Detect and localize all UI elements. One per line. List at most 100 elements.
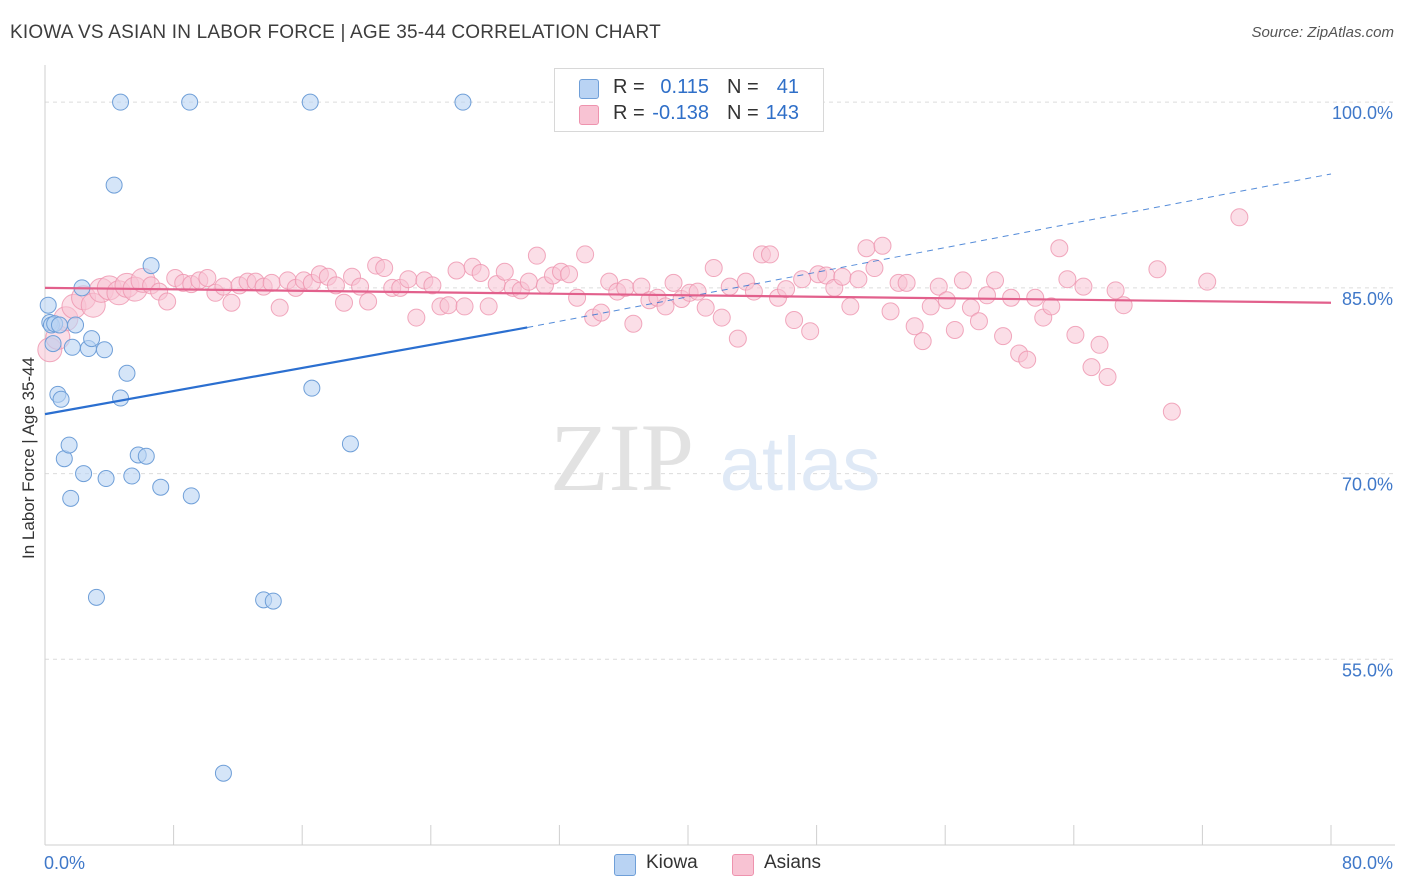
asians-point [407, 308, 426, 327]
x-tick-label: 80.0% [1342, 853, 1393, 873]
asians-point [1198, 272, 1217, 291]
asians-point [262, 273, 281, 292]
kiowa-point [142, 257, 160, 275]
asians-point [777, 280, 796, 299]
kiowa-point [214, 764, 232, 782]
asians-point [656, 297, 675, 316]
n-label: N = [727, 76, 759, 98]
x-tick-label: 0.0% [44, 853, 85, 873]
n-label: N = [727, 102, 759, 124]
n-value: 41 [776, 76, 799, 98]
kiowa-point [137, 447, 155, 465]
asians-point [455, 297, 474, 316]
kiowa-point [454, 93, 472, 111]
kiowa-point [303, 379, 321, 397]
tick-labels: 100.0% 85.0% 70.0% 55.0% 0.0% 80.0% [44, 103, 1393, 873]
asians-point [1230, 208, 1249, 227]
asians-point [937, 291, 956, 310]
asians-point [945, 320, 964, 339]
asians-point [447, 261, 466, 280]
asians-point [720, 277, 739, 296]
asians-point [712, 308, 731, 327]
kiowa-point [60, 436, 78, 454]
kiowa-point [112, 93, 130, 111]
asians-point [560, 265, 579, 284]
kiowa-point [50, 316, 68, 334]
kiowa-point [62, 489, 80, 507]
legend-label-asians: Asians [764, 852, 822, 873]
asians-point [793, 270, 812, 289]
asians-point [857, 239, 876, 258]
asians-point [929, 277, 948, 296]
asians-point [624, 314, 643, 333]
r-label: R = [613, 76, 645, 98]
series-asians-points [37, 208, 1249, 421]
legend-label-kiowa: Kiowa [646, 852, 698, 873]
y-axis-label: In Labor Force | Age 35-44 [19, 357, 38, 559]
kiowa-point [39, 296, 57, 314]
asians-point [1098, 368, 1117, 386]
asians-point [270, 298, 289, 317]
kiowa-point [112, 389, 130, 407]
asians-point [728, 329, 747, 348]
y-tick-label: 70.0% [1342, 475, 1393, 495]
asians-point [158, 292, 177, 311]
legend-row-asians: R = -0.138 N = 143 [555, 100, 823, 128]
asians-point [873, 236, 892, 255]
kiowa-point [123, 467, 141, 485]
kiowa-trend-extension [527, 173, 1332, 328]
trend-lines [44, 173, 1332, 416]
asians-point [222, 293, 241, 312]
kiowa-point [52, 390, 70, 408]
asians-point [592, 303, 611, 322]
asians-point [897, 273, 916, 292]
asians-point [334, 293, 353, 312]
asians-point [1148, 260, 1167, 279]
asians-point [1074, 277, 1093, 296]
kiowa-point [44, 335, 62, 353]
source-label: Source: ZipAtlas.com [1251, 24, 1394, 41]
series-legend: Kiowa Asians [0, 852, 1406, 878]
asians-point [1058, 270, 1077, 289]
kiowa-point [95, 341, 113, 359]
asians-point [865, 259, 884, 278]
kiowa-point [182, 487, 200, 505]
chart-title: KIOWA VS ASIAN IN LABOR FORCE | AGE 35-4… [10, 22, 661, 43]
kiowa-point [181, 93, 199, 111]
asians-point [495, 262, 514, 281]
watermark: ZIP atlas [550, 404, 880, 511]
asians-point [704, 259, 723, 278]
kiowa-point [341, 435, 359, 453]
y-tick-label: 85.0% [1342, 289, 1393, 309]
asians-point [439, 296, 458, 315]
asians-point [1106, 281, 1125, 300]
grid-lines [45, 101, 1395, 660]
asians-point [760, 245, 779, 264]
asians-point [913, 332, 932, 351]
asians-point [986, 271, 1005, 290]
asians-point [664, 273, 683, 292]
asians-point [471, 264, 490, 282]
kiowa-trend-line [44, 326, 528, 416]
asians-point [359, 292, 378, 311]
watermark-atlas: atlas [720, 422, 881, 507]
asians-point [953, 271, 972, 290]
kiowa-point [152, 478, 170, 496]
axes [44, 65, 1395, 846]
kiowa-point [97, 470, 115, 488]
kiowa-swatch [579, 79, 599, 99]
r-value: 0.115 [660, 76, 709, 98]
asians-swatch [732, 854, 754, 876]
asians-point [198, 268, 217, 287]
asians-point [1042, 297, 1061, 316]
asians-point [399, 270, 418, 289]
asians-point [841, 297, 860, 316]
series-kiowa-points [39, 93, 472, 782]
asians-point [375, 259, 394, 278]
asians-point [977, 286, 996, 305]
asians-point [519, 272, 538, 291]
asians-point [479, 297, 498, 316]
asians-point [1090, 335, 1109, 354]
asians-trend-line [44, 286, 1332, 304]
